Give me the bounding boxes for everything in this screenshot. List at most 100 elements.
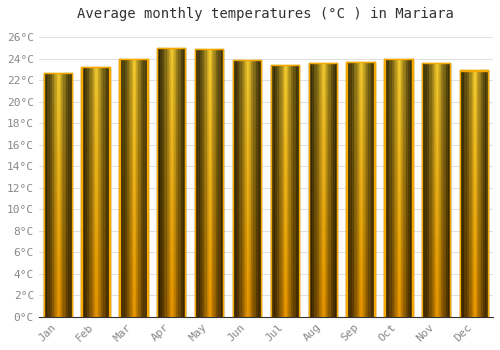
Bar — [119, 207, 148, 210]
Bar — [195, 122, 224, 126]
Bar — [195, 186, 224, 190]
Bar — [82, 211, 110, 214]
Bar — [82, 292, 110, 295]
Bar — [119, 184, 148, 188]
Bar — [102, 67, 104, 317]
Bar — [308, 307, 337, 310]
Bar — [270, 298, 299, 301]
Bar — [346, 256, 375, 259]
Bar — [422, 180, 450, 183]
Bar — [44, 201, 72, 204]
Bar — [254, 60, 255, 317]
Bar — [195, 173, 224, 176]
Bar — [119, 123, 148, 126]
Bar — [447, 63, 448, 317]
Bar — [82, 145, 110, 148]
Bar — [384, 233, 412, 236]
Bar — [195, 216, 224, 220]
Bar — [53, 72, 54, 317]
Bar — [369, 62, 370, 317]
Bar — [308, 63, 337, 66]
Bar — [215, 49, 216, 317]
Bar — [270, 122, 299, 125]
Bar — [346, 84, 375, 87]
Bar — [384, 133, 412, 136]
Bar — [157, 253, 186, 256]
Bar — [394, 58, 395, 317]
Bar — [233, 111, 261, 114]
Bar — [119, 298, 148, 301]
Bar — [119, 133, 148, 136]
Bar — [313, 63, 314, 317]
Bar — [141, 58, 142, 317]
Bar — [44, 262, 72, 265]
Bar — [308, 247, 337, 250]
Bar — [44, 82, 72, 85]
Bar — [308, 76, 337, 79]
Bar — [82, 264, 110, 267]
Bar — [233, 272, 261, 275]
Bar — [176, 48, 177, 317]
Bar — [422, 250, 450, 253]
Bar — [44, 259, 72, 262]
Bar — [235, 60, 236, 317]
Bar — [297, 65, 298, 317]
Bar — [195, 109, 224, 112]
Bar — [276, 65, 277, 317]
Bar — [195, 293, 224, 297]
Bar — [127, 58, 128, 317]
Bar — [270, 87, 299, 90]
Bar — [44, 182, 72, 186]
Bar — [384, 126, 412, 130]
Bar — [44, 125, 72, 127]
Bar — [44, 195, 72, 198]
Bar — [365, 62, 366, 317]
Bar — [82, 80, 110, 83]
Bar — [119, 262, 148, 265]
Bar — [240, 60, 242, 317]
Bar — [308, 164, 337, 168]
Bar — [422, 310, 450, 314]
Bar — [308, 120, 337, 123]
Bar — [82, 67, 110, 70]
Bar — [308, 94, 337, 98]
Bar — [157, 196, 186, 199]
Bar — [384, 249, 412, 252]
Bar — [384, 110, 412, 113]
Bar — [157, 152, 186, 155]
Bar — [308, 203, 337, 206]
Bar — [309, 63, 310, 317]
Bar — [411, 58, 412, 317]
Bar — [310, 63, 312, 317]
Bar — [195, 79, 224, 82]
Bar — [244, 60, 245, 317]
Bar — [195, 203, 224, 206]
Bar — [119, 307, 148, 310]
Bar — [460, 188, 488, 190]
Bar — [288, 65, 289, 317]
Bar — [308, 114, 337, 117]
Bar — [384, 104, 412, 107]
Bar — [308, 139, 337, 142]
Bar — [233, 262, 261, 265]
Bar — [460, 298, 488, 301]
Bar — [82, 133, 110, 136]
Bar — [145, 58, 146, 317]
Bar — [52, 72, 53, 317]
Bar — [82, 239, 110, 242]
Bar — [181, 48, 182, 317]
Bar — [384, 252, 412, 256]
Bar — [308, 91, 337, 95]
Bar — [422, 190, 450, 193]
Bar — [308, 295, 337, 298]
Bar — [195, 106, 224, 109]
Bar — [315, 63, 316, 317]
Bar — [460, 252, 488, 255]
Bar — [157, 314, 186, 317]
Bar — [460, 163, 488, 166]
Bar — [460, 301, 488, 304]
Bar — [346, 262, 375, 266]
Bar — [195, 314, 224, 317]
Bar — [449, 63, 450, 317]
Bar — [389, 58, 390, 317]
